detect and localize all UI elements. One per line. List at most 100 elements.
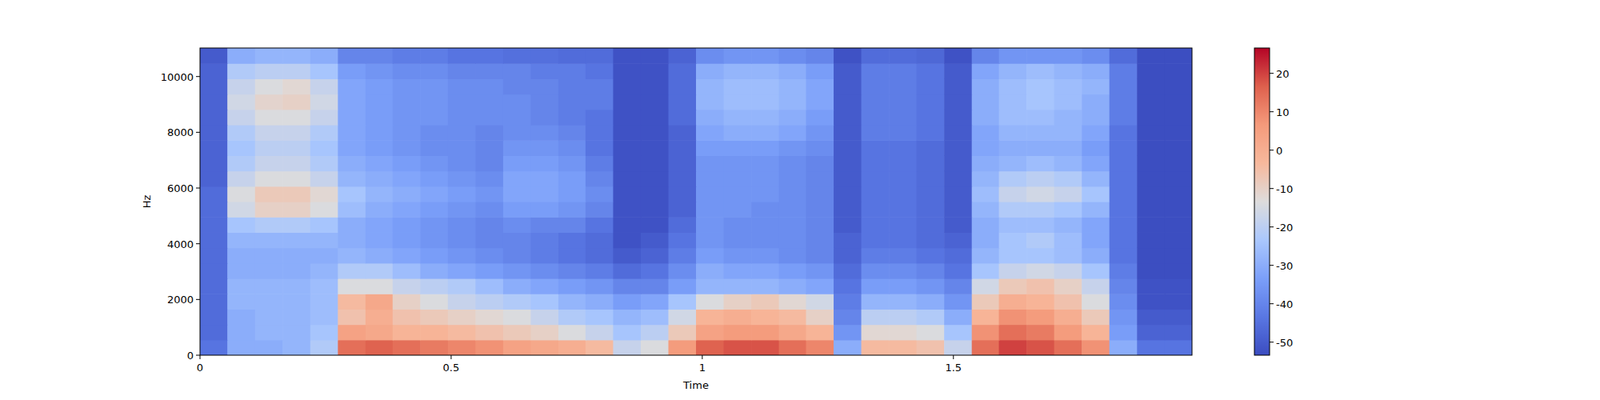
cell <box>585 140 614 156</box>
cell <box>999 324 1028 341</box>
cell <box>944 248 972 264</box>
cell <box>779 232 808 248</box>
cell <box>751 308 780 325</box>
cell <box>805 324 834 341</box>
cell <box>668 124 696 141</box>
y-tick-label: 10000 <box>160 71 194 84</box>
cell <box>310 140 339 156</box>
cell <box>1164 186 1192 203</box>
cell <box>724 232 752 248</box>
cell <box>944 78 972 95</box>
cell <box>1081 63 1110 80</box>
cell <box>585 216 614 233</box>
cell <box>255 155 284 172</box>
cell <box>833 248 862 264</box>
cell <box>475 248 504 264</box>
cell <box>972 293 1000 310</box>
cell <box>337 109 366 126</box>
cell <box>448 171 476 188</box>
cell <box>805 48 834 64</box>
cell <box>1081 48 1110 64</box>
cell <box>530 340 559 356</box>
cell <box>944 263 972 280</box>
cell <box>282 278 311 295</box>
cell <box>420 293 448 310</box>
cell <box>888 248 917 264</box>
cell <box>365 248 394 264</box>
cell <box>1026 94 1055 111</box>
cell <box>530 140 559 156</box>
cell <box>200 278 228 295</box>
cell <box>1164 109 1192 126</box>
cell <box>724 216 752 233</box>
cell <box>640 263 669 280</box>
cell <box>1026 216 1055 233</box>
cell <box>1109 78 1138 95</box>
cell <box>530 201 559 218</box>
cell <box>337 63 366 80</box>
cell <box>475 216 504 233</box>
cell <box>392 155 421 172</box>
cell <box>861 171 890 188</box>
cell <box>420 186 448 203</box>
cell <box>227 124 256 141</box>
cell <box>558 324 587 341</box>
cell <box>200 263 228 280</box>
cell <box>861 340 890 356</box>
cell <box>916 324 945 341</box>
cell <box>227 63 256 80</box>
cell <box>420 216 448 233</box>
cell <box>640 340 669 356</box>
cell <box>503 124 532 141</box>
cell <box>200 48 228 64</box>
cell <box>944 94 972 111</box>
cell <box>1164 324 1192 341</box>
cell <box>999 232 1028 248</box>
cell <box>475 140 504 156</box>
cell <box>861 124 890 141</box>
cell <box>420 48 448 64</box>
cell <box>337 78 366 95</box>
cell <box>255 324 284 341</box>
cell <box>503 324 532 341</box>
cell <box>1026 232 1055 248</box>
cell <box>227 94 256 111</box>
cell <box>282 216 311 233</box>
cell <box>282 140 311 156</box>
cell <box>1026 248 1055 264</box>
cell <box>751 140 780 156</box>
cell <box>888 48 917 64</box>
cell <box>1109 140 1138 156</box>
cell <box>282 293 311 310</box>
cell <box>585 63 614 80</box>
cell <box>944 155 972 172</box>
cell <box>420 324 448 341</box>
cell <box>999 340 1028 356</box>
cell <box>861 155 890 172</box>
cell <box>1109 63 1138 80</box>
cell <box>558 278 587 295</box>
cell <box>558 155 587 172</box>
cell <box>944 109 972 126</box>
cell <box>365 140 394 156</box>
cell <box>503 201 532 218</box>
cell <box>972 94 1000 111</box>
cell <box>200 94 228 111</box>
cell <box>1164 216 1192 233</box>
cell <box>1136 63 1165 80</box>
cell <box>392 340 421 356</box>
cell <box>805 232 834 248</box>
cell <box>337 293 366 310</box>
cell <box>696 186 724 203</box>
cell <box>640 140 669 156</box>
cell <box>805 278 834 295</box>
cell <box>1026 109 1055 126</box>
cell <box>392 63 421 80</box>
x-tick-label: 0.5 <box>443 361 460 374</box>
cell <box>668 232 696 248</box>
cell <box>640 94 669 111</box>
x-tick <box>952 355 954 360</box>
cell <box>1054 48 1083 64</box>
y-tick-label: 2000 <box>167 293 194 306</box>
colorbar-tick <box>1269 111 1274 112</box>
